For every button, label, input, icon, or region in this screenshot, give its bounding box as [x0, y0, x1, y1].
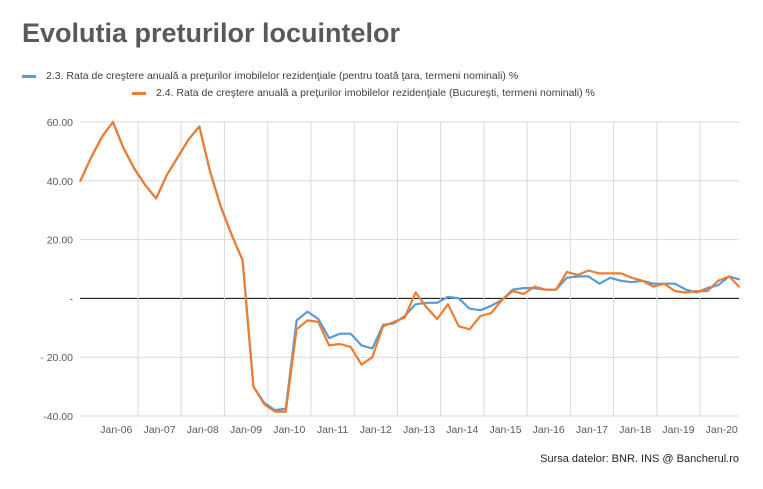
x-tick-label-4: Jan-10: [273, 424, 305, 436]
y-tick-label-2: 20.00: [47, 235, 73, 247]
x-tick-label-1: Jan-07: [144, 424, 176, 436]
y-tick-label-1: 40.00: [47, 176, 73, 188]
x-tick-label-0: Jan-06: [100, 424, 132, 436]
legend-item-national: 2.3. Rata de creştere anuală a preţurilo…: [22, 70, 518, 82]
y-axis-ticks: 60.00 40.00 20.00 - - 20.00 -40.00: [40, 117, 73, 423]
series-line-national: [79, 120, 741, 412]
x-axis-ticks: Jan-06 Jan-07 Jan-08 Jan-09 Jan-10 Jan-11 Jan-…: [100, 424, 738, 436]
source-note: Sursa datelor: BNR. INS @ Bancherul.ro: [540, 453, 739, 465]
x-tick-label-3: Jan-09: [230, 424, 262, 436]
series-line-bucharest: [79, 120, 741, 413]
series-lines: [79, 120, 741, 413]
x-tick-label-2: Jan-08: [187, 424, 219, 436]
y-tick-label-0: 60.00: [47, 117, 73, 129]
grid-lines: [80, 121, 739, 417]
legend-label-bucharest: 2.4. Rata de creştere anuală a preţurilo…: [156, 87, 595, 99]
y-tick-label-4: - 20.00: [40, 352, 73, 364]
x-tick-label-10: Jan-16: [533, 424, 565, 436]
legend-label-national: 2.3. Rata de creştere anuală a preţurilo…: [46, 70, 519, 82]
legend-swatch-bucharest: [132, 91, 146, 95]
legend-swatch-national: [22, 74, 36, 78]
chart-title: Evolutia preturilor locuintelor: [22, 18, 401, 48]
x-tick-label-9: Jan-15: [489, 424, 521, 436]
x-tick-label-13: Jan-19: [662, 424, 694, 436]
x-tick-label-6: Jan-12: [360, 424, 392, 436]
legend-item-bucharest: 2.4. Rata de creştere anuală a preţurilo…: [132, 87, 595, 99]
x-tick-label-14: Jan-20: [706, 424, 738, 436]
y-tick-label-3: -: [70, 293, 74, 305]
x-tick-label-7: Jan-13: [403, 424, 435, 436]
y-tick-label-5: -40.00: [43, 411, 73, 423]
x-tick-label-8: Jan-14: [446, 424, 478, 436]
x-tick-label-12: Jan-18: [619, 424, 651, 436]
x-tick-label-5: Jan-11: [317, 424, 348, 436]
x-tick-label-11: Jan-17: [576, 424, 608, 436]
